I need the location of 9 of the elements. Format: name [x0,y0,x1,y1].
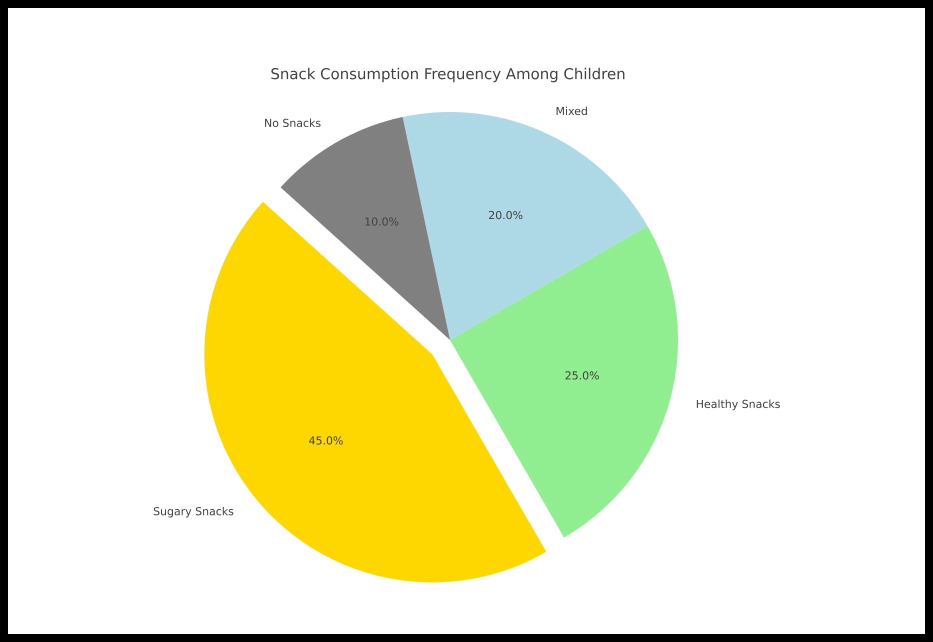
chart-title: Snack Consumption Frequency Among Children [271,68,624,82]
data-label: 10.0% [365,217,398,226]
data-label: 20.0% [489,210,522,220]
data-label: 45.0% [309,436,343,445]
data-label: 25.0% [566,371,599,380]
slice-label: Healthy Snacks [696,400,780,410]
slice-label: No Snacks [265,118,321,128]
slice-label: Mixed [556,106,587,116]
slice-label: Sugary Snacks [154,506,234,518]
